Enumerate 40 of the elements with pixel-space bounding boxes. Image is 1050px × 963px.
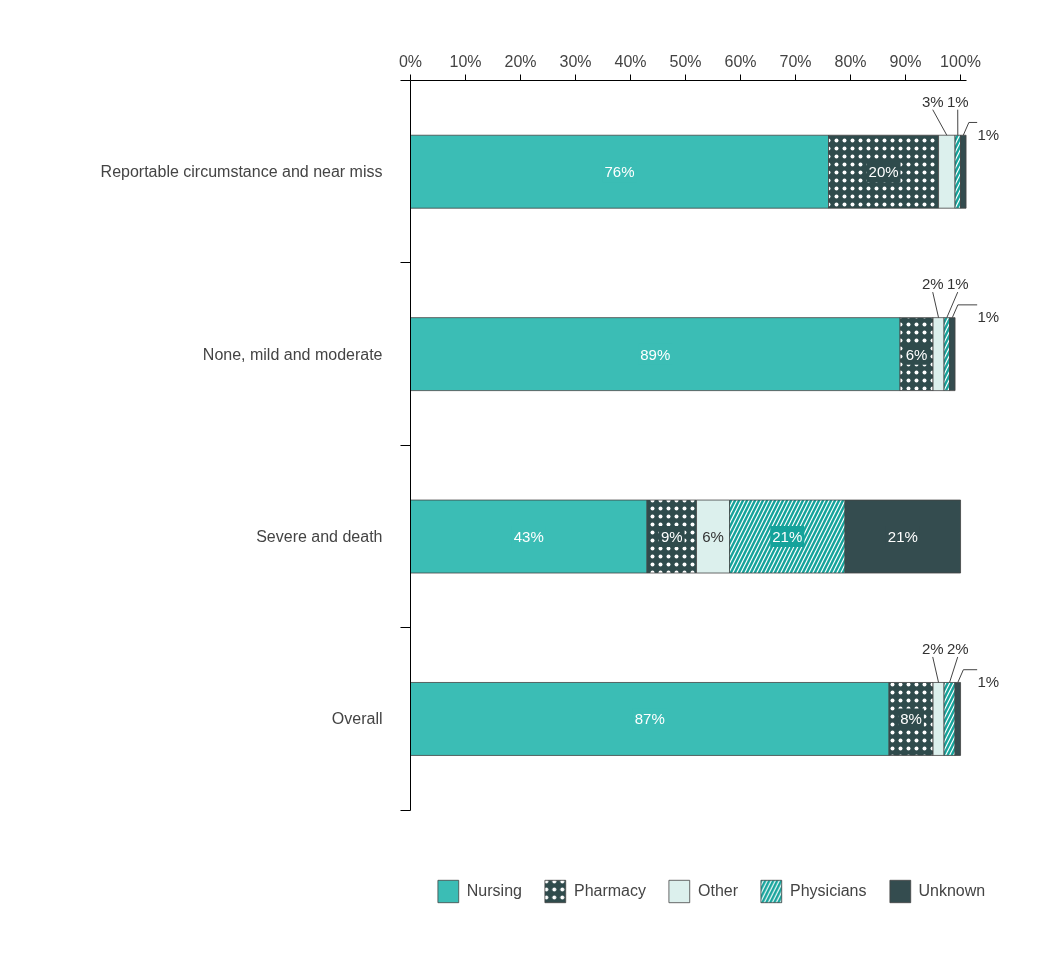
data-label: 76% [604, 163, 635, 181]
x-tick-label: 100% [940, 52, 982, 70]
data-label: 6% [905, 345, 928, 363]
x-tick-label: 10% [449, 52, 482, 70]
x-tick-label: 80% [834, 52, 867, 70]
data-label: 21% [887, 528, 918, 546]
legend-label: Other [697, 882, 738, 900]
x-tick-label: 60% [724, 52, 757, 70]
data-label: 89% [640, 345, 671, 363]
legend-label: Unknown [918, 882, 986, 900]
x-tick-label: 90% [889, 52, 922, 70]
x-tick-label: 40% [614, 52, 647, 70]
y-tick-label: Severe and death [256, 528, 383, 546]
data-label: 21% [772, 528, 803, 546]
data-label: 43% [513, 528, 544, 546]
data-label: 6% [702, 528, 724, 546]
data-label: 2% [921, 639, 944, 657]
x-tick-label: 0% [398, 52, 423, 70]
data-label: 3% [921, 92, 944, 110]
x-tick-label: 30% [559, 52, 592, 70]
data-label: 87% [634, 710, 665, 728]
x-tick-label: 70% [779, 52, 812, 70]
x-tick-label: 50% [669, 52, 702, 70]
data-label: 20% [868, 163, 899, 181]
data-label: 1% [977, 125, 1000, 143]
data-label: 2% [946, 639, 969, 657]
legend-label: Physicians [790, 882, 867, 900]
data-label: 1% [977, 672, 1000, 690]
legend-label: Nursing [466, 882, 522, 900]
x-tick-label: 20% [504, 52, 537, 70]
y-tick-label: Overall [331, 710, 383, 728]
y-tick-label: Reportable circumstance and near miss [100, 163, 383, 181]
data-label: 8% [900, 710, 922, 728]
legend-label: Pharmacy [573, 882, 646, 900]
data-label: 1% [946, 275, 969, 293]
data-label: 1% [977, 307, 1000, 325]
data-label: 1% [946, 92, 969, 110]
data-label: 2% [921, 275, 944, 293]
y-tick-label: None, mild and moderate [202, 345, 383, 363]
data-label: 9% [660, 528, 683, 546]
